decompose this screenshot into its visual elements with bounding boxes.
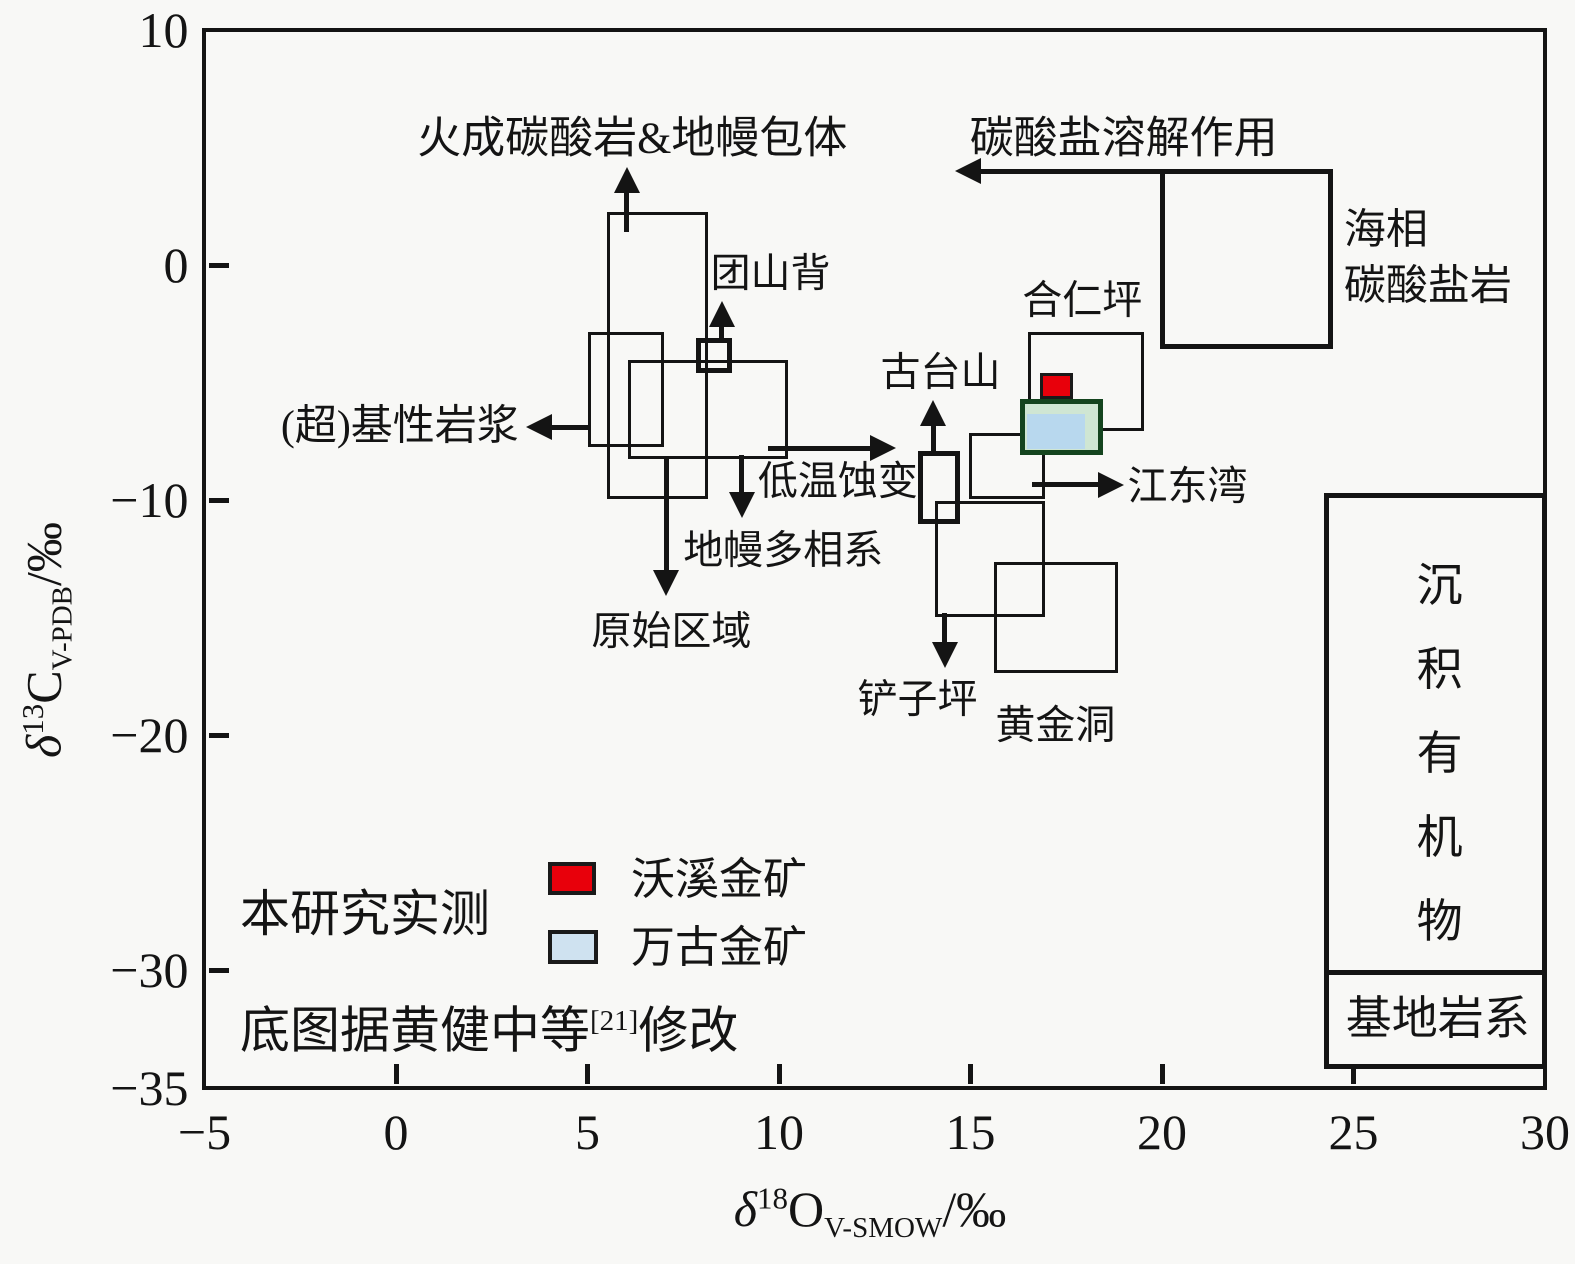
x-tick-label-10: 10 xyxy=(754,1103,804,1160)
sample-box-wangu-inner xyxy=(1026,414,1085,450)
annotation-gutaishan-label: 古台山 xyxy=(880,349,1001,395)
arrowhead-carbonate-dissolution-left xyxy=(955,158,982,184)
annotation-basement-label: 基地岩系 xyxy=(1345,993,1530,1045)
y-tick-label-0: 0 xyxy=(163,237,189,293)
field-box-chanziping xyxy=(934,500,1045,617)
annotation-mantle-polyphase-label: 地幔多相系 xyxy=(683,527,884,573)
field-box-huangjindong xyxy=(993,561,1118,674)
x-tick-label-5: 5 xyxy=(575,1103,600,1160)
x-tick-mark-15 xyxy=(968,1063,973,1084)
x-axis-subscript: V-SMOW xyxy=(824,1212,943,1244)
arrowhead-gutaishan-up xyxy=(920,400,947,427)
arrow-carbonate-dissolution-left xyxy=(979,168,1162,174)
x-tick-label-0: 0 xyxy=(383,1103,409,1160)
y-tick-mark-−10 xyxy=(208,497,229,503)
arrow-to-ultrabasic-left xyxy=(550,424,590,430)
field-box-ultrabasic-magma xyxy=(587,331,664,448)
x-tick-mark-25 xyxy=(1351,1063,1356,1084)
arrow-chanziping-down xyxy=(942,612,948,645)
annotation-sedimentary-label-char: 物 xyxy=(1416,895,1463,947)
arrow-gutaishan-up xyxy=(930,424,936,453)
arrowhead-to-ultrabasic-left xyxy=(526,414,553,441)
y-axis-element: C xyxy=(15,670,72,704)
field-box-tuanshanbei xyxy=(696,337,732,374)
y-tick-label-10: 10 xyxy=(138,2,189,58)
annotation-sedimentary-label-char: 积 xyxy=(1416,643,1463,695)
x-axis-element: O xyxy=(788,1181,825,1237)
field-box-marine-carbonate xyxy=(1159,168,1334,349)
y-tick-mark-−30 xyxy=(208,967,229,973)
legend-label-woxi: 沃溪金矿 xyxy=(631,855,807,904)
x-tick-label-20: 20 xyxy=(1137,1103,1187,1160)
arrowhead-tuanshanbei-up xyxy=(708,301,735,328)
y-tick-mark-0 xyxy=(208,262,229,268)
annotation-low-t-label: 低温蚀变 xyxy=(757,458,918,504)
arrowhead-chanziping-down xyxy=(931,642,958,669)
y-tick-mark-−20 xyxy=(208,732,229,738)
legend-swatch-wangu xyxy=(548,930,598,964)
annotation-dissolution-label: 碳酸盐溶解作用 xyxy=(969,113,1278,163)
annotation-sedimentary-label-char: 沉 xyxy=(1416,559,1463,611)
x-tick-mark-20 xyxy=(1159,1063,1165,1084)
annotation-primitive-label: 原始区域 xyxy=(591,608,752,654)
arrow-to-igneous-up xyxy=(624,191,630,233)
note-reference-text: 底图据黄健中等[21]修改 xyxy=(240,993,738,1059)
x-tick-label-15: 15 xyxy=(945,1103,996,1160)
x-tick-label-30: 30 xyxy=(1520,1103,1570,1160)
arrow-tuanshanbei-up xyxy=(719,325,725,341)
x-tick-label-−5: −5 xyxy=(177,1103,232,1160)
note-reference-suffix: 修改 xyxy=(638,1002,739,1059)
annotation-chanziping-label: 铲子坪 xyxy=(857,676,978,722)
y-axis-subscript: V-PDB xyxy=(46,585,79,671)
note-reference-prefix: 底图据黄健中等 xyxy=(240,1002,590,1059)
x-axis-unit: /‰ xyxy=(942,1181,1007,1237)
annotation-ultrabasic-label: (超)基性岩浆 xyxy=(280,403,519,450)
y-tick-label-−10: −10 xyxy=(110,472,189,528)
note-reference-citation: [21] xyxy=(590,1005,639,1037)
sample-box-woxi xyxy=(1039,372,1074,400)
annotation-sedimentary-label-char: 机 xyxy=(1416,811,1463,863)
field-box-jiangdongwan xyxy=(969,432,1045,500)
legend-swatch-woxi xyxy=(548,862,596,895)
field-box-igneous-carbonatite-mantle xyxy=(607,211,708,500)
field-box-basement xyxy=(1324,969,1548,1069)
annotation-huangjindong-label: 黄金洞 xyxy=(995,702,1116,748)
arrowhead-to-primitive-down xyxy=(653,570,679,597)
arrow-to-primitive-down xyxy=(663,457,669,573)
annotation-jiangdongwan-label: 江东湾 xyxy=(1127,463,1248,509)
y-axis-unit: /‰ xyxy=(15,522,72,586)
field-box-mantle-polyphase xyxy=(628,359,789,460)
annotation-marine-label-line2: 碳酸盐岩 xyxy=(1343,263,1512,310)
annotation-sedimentary-label-char: 有 xyxy=(1416,727,1463,779)
annotation-sedimentary-label: 沉积有机物 xyxy=(1417,544,1463,964)
arrowhead-to-igneous-up xyxy=(613,167,640,194)
annotation-herenping-label: 合仁坪 xyxy=(1022,278,1143,324)
y-tick-label-−30: −30 xyxy=(110,942,189,998)
legend-label-wangu: 万古金矿 xyxy=(631,923,807,972)
x-tick-mark-0 xyxy=(393,1063,399,1084)
arrowhead-low-t-down xyxy=(728,491,755,518)
y-tick-label-−35: −35 xyxy=(110,1059,189,1116)
annotation-marine-label-line1: 海相 xyxy=(1343,207,1428,254)
arrowhead-jiangdongwan-right xyxy=(1097,471,1124,498)
x-axis-superscript: 18 xyxy=(757,1180,789,1216)
arrowhead-low-t-right xyxy=(869,435,896,462)
annotation-igneous-label: 火成碳酸岩&地幔包体 xyxy=(417,113,848,163)
x-axis-delta: δ xyxy=(733,1181,758,1237)
note-measured-text: 本研究实测 xyxy=(240,886,490,942)
x-tick-mark-10 xyxy=(776,1063,782,1084)
y-tick-label-−20: −20 xyxy=(110,707,189,763)
arrow-low-t-right xyxy=(767,445,872,451)
x-axis-title: δ18OV-SMOW/‰ xyxy=(570,1180,1170,1245)
sample-box-wangu xyxy=(1019,398,1104,456)
arrow-low-t-down xyxy=(739,455,745,494)
arrow-jiangdongwan-right xyxy=(1031,482,1100,488)
annotation-tuanshanbei-label: 团山背 xyxy=(710,250,831,296)
x-tick-label-25: 25 xyxy=(1328,1103,1379,1160)
x-tick-mark-5 xyxy=(585,1063,590,1084)
field-box-gutaishan xyxy=(918,450,960,524)
